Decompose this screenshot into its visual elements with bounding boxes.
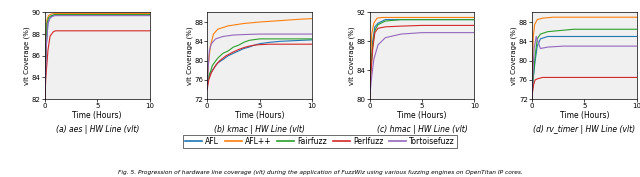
X-axis label: Time (Hours): Time (Hours) bbox=[235, 111, 284, 120]
Y-axis label: vlt Coverage (%): vlt Coverage (%) bbox=[186, 26, 193, 85]
Text: (a) aes | HW Line (vlt): (a) aes | HW Line (vlt) bbox=[56, 125, 139, 134]
Y-axis label: vlt Coverage (%): vlt Coverage (%) bbox=[349, 26, 355, 85]
X-axis label: Time (Hours): Time (Hours) bbox=[397, 111, 447, 120]
Text: (c) hmac | HW Line (vlt): (c) hmac | HW Line (vlt) bbox=[376, 125, 467, 134]
X-axis label: Time (Hours): Time (Hours) bbox=[72, 111, 122, 120]
Y-axis label: vlt Coverage (%): vlt Coverage (%) bbox=[511, 26, 518, 85]
X-axis label: Time (Hours): Time (Hours) bbox=[559, 111, 609, 120]
Text: (d) rv_timer | HW Line (vlt): (d) rv_timer | HW Line (vlt) bbox=[533, 125, 636, 134]
Y-axis label: vlt Coverage (%): vlt Coverage (%) bbox=[24, 26, 30, 85]
Legend: AFL, AFL++, Fairfuzz, Perlfuzz, Tortoisefuzz: AFL, AFL++, Fairfuzz, Perlfuzz, Tortoise… bbox=[182, 135, 458, 148]
Text: Fig. 5. Progression of hardware line coverage (vlt) during the application of Fu: Fig. 5. Progression of hardware line cov… bbox=[118, 170, 522, 175]
Text: (b) kmac | HW Line (vlt): (b) kmac | HW Line (vlt) bbox=[214, 125, 305, 134]
